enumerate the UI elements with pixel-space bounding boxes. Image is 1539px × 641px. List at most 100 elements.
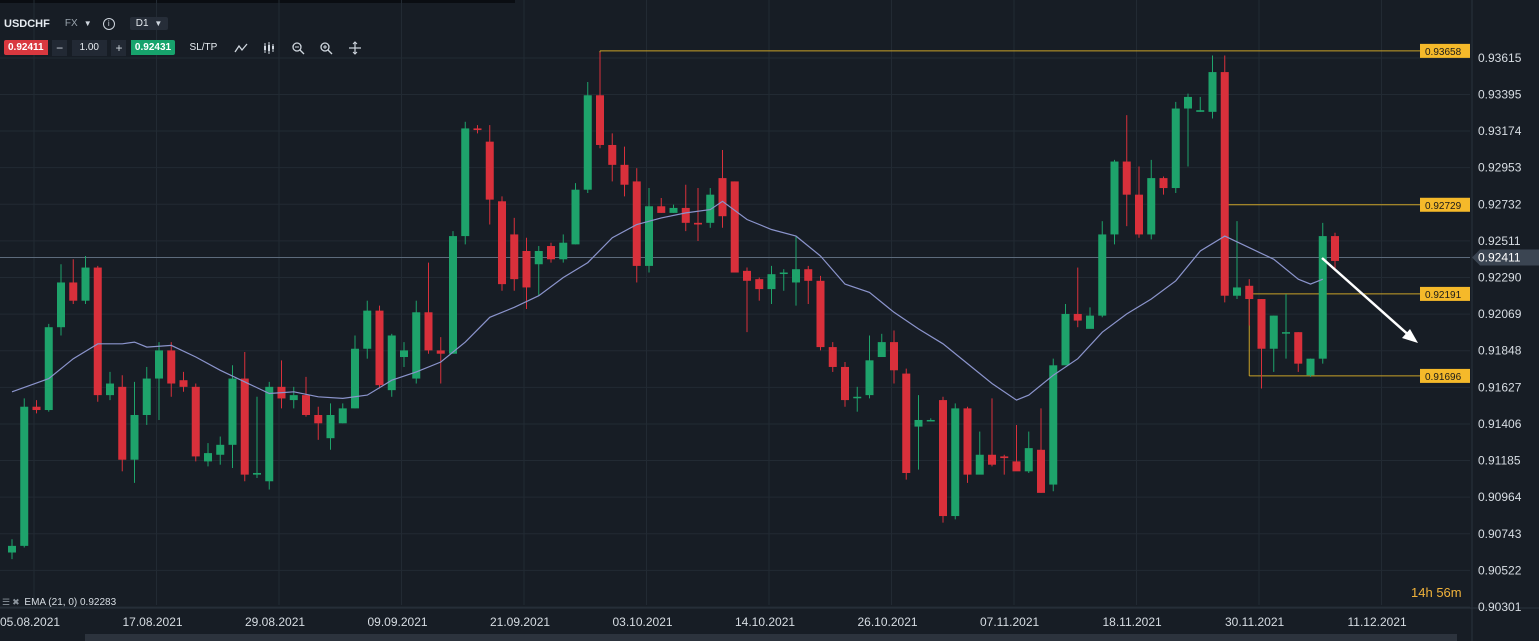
horizontal-scrollbar[interactable] [85,634,1457,641]
y-tick-label: 0.90743 [1478,527,1522,541]
candle-body [706,194,715,223]
candle-body [890,342,898,371]
current-price-tag [1472,249,1539,266]
x-tick-label: 03.10.2021 [613,615,673,629]
candle-body [228,378,237,445]
candle-body [1147,178,1156,235]
candle-body [1208,72,1217,112]
candle-body [289,395,298,401]
y-tick-label: 0.93395 [1478,87,1522,101]
candle-body [1257,299,1266,349]
candle-body [1233,287,1241,296]
candle-body [473,128,482,131]
market-dropdown-icon[interactable]: ▼ [83,19,92,29]
timeframe-dropdown-icon: ▼ [154,19,163,28]
candle-body [988,454,996,465]
y-tick-label: 0.92069 [1478,307,1522,321]
level-label: 0.92191 [1425,290,1462,301]
candle-body [902,373,911,473]
candle-body [510,234,519,280]
candle-body [57,282,65,328]
quantity-input[interactable]: 1.00 [71,39,107,56]
x-tick-label: 05.08.2021 [0,615,60,629]
line-tool-icon[interactable] [234,41,248,55]
candle-body [767,274,776,290]
y-tick-label: 0.92290 [1478,271,1522,285]
candle-body [816,280,825,348]
decrease-quantity-button[interactable]: − [52,39,68,56]
settings-icon[interactable]: ☰ [2,597,11,607]
candle-body [1135,194,1143,235]
candle-body [400,350,408,358]
candle-body [975,454,984,475]
candle-body [596,95,604,145]
candle-body [191,386,200,457]
x-tick-label: 30.11.2021 [1225,615,1284,629]
candle-body [1171,108,1180,189]
candle-body [779,272,788,275]
x-tick-label: 18.11.2021 [1103,615,1162,629]
info-icon[interactable]: i [102,17,115,30]
candle-body [8,545,16,553]
candle-body [963,408,972,475]
x-tick-label: 11.12.2021 [1348,615,1407,629]
candle-body [32,406,41,411]
candle-body [1318,236,1327,359]
candle-body [302,395,310,415]
candle-body [608,144,617,165]
symbol-label[interactable]: USDCHF [4,17,50,30]
candle-body [265,386,274,482]
level-label-box [1420,368,1470,383]
candle-body [1220,72,1229,296]
candle-body [1037,449,1045,493]
candle-body [865,360,874,396]
candle-body [1184,96,1192,109]
candle-body [669,207,678,213]
zoom-out-icon[interactable] [291,41,305,55]
candle-body [253,472,261,475]
candle-body [20,406,29,546]
candle-body [1012,461,1021,472]
y-tick-label: 0.92511 [1478,234,1521,248]
candle-body [485,141,494,200]
y-tick-label: 0.93615 [1478,51,1522,65]
candle-body [841,366,849,401]
candle-body [240,378,249,475]
candle-body [1049,365,1058,485]
indicators-icon[interactable] [262,41,276,55]
candle-body [412,312,421,379]
candle-body [828,347,837,367]
candle-body [681,207,690,223]
zoom-in-icon[interactable] [319,41,333,55]
candle-countdown: 14h 56m [1411,585,1462,600]
candle-body [534,250,543,265]
sltp-button[interactable]: SL/TP [189,42,218,54]
candle-body [632,181,641,266]
candle-body [314,414,323,424]
timeframe-selector[interactable]: D1 ▼ [129,17,169,31]
close-icon[interactable]: ✖ [12,597,20,607]
candle-body [449,236,457,354]
top-edge-bar [0,0,515,3]
buy-price-button[interactable]: 0.92431 [130,40,176,56]
candle-body [1073,313,1082,321]
candle-body [804,269,813,281]
candle-body [1196,110,1205,112]
candle-body [338,408,347,424]
y-tick-label: 0.90964 [1478,490,1522,504]
y-tick-label: 0.91406 [1478,417,1522,431]
ema-line [11,200,1324,401]
x-tick-label: 09.09.2021 [368,615,428,629]
candle-body [44,327,53,411]
market-label[interactable]: FX [64,18,78,30]
candle-body [559,242,568,260]
crosshair-icon[interactable] [348,41,362,55]
indicator-legend[interactable]: ☰ ✖ EMA (21, 0) 0.92283 [2,597,116,608]
candle-body [1086,315,1094,329]
increase-quantity-button[interactable]: + [111,39,127,56]
x-tick-label: 26.10.2021 [858,615,918,629]
candle-body [204,453,212,462]
sell-price-button[interactable]: 0.92411 [4,40,48,56]
candle-body [1331,236,1339,261]
